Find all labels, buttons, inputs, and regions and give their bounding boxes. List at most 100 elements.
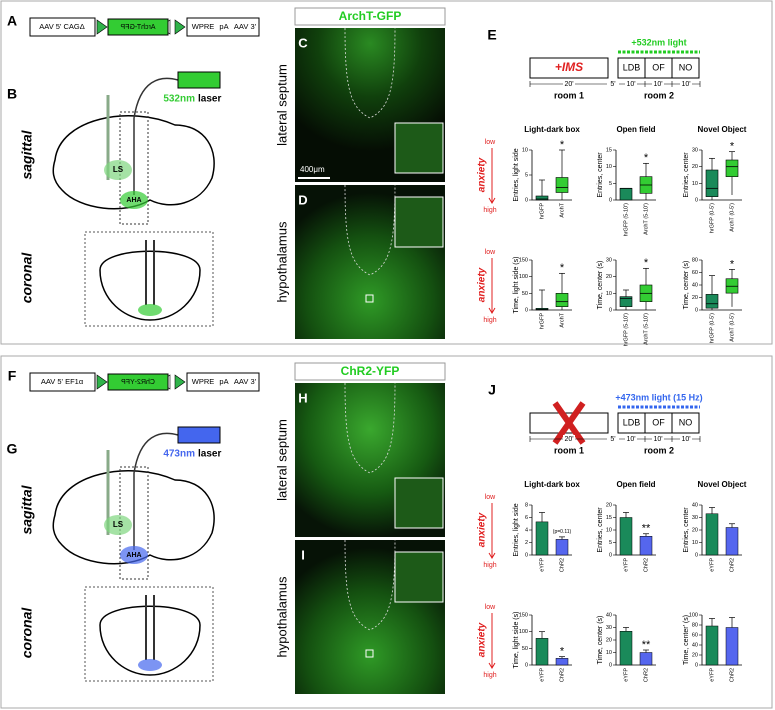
construct-box bbox=[29, 372, 96, 392]
test-label: OF bbox=[652, 62, 665, 72]
column-title: Novel Object bbox=[698, 125, 747, 134]
promoter: AAV 5' CAGΔ bbox=[39, 22, 84, 31]
bar bbox=[555, 539, 569, 556]
y-tick-label: 0 bbox=[609, 552, 612, 558]
ls-region bbox=[104, 160, 132, 180]
y-axis-label: Entries, center bbox=[683, 507, 690, 553]
x-tick-label: eYFP bbox=[539, 668, 545, 682]
y-tick-label: 10 bbox=[522, 147, 528, 153]
anxiety-label: anxiety bbox=[477, 267, 488, 302]
test-box bbox=[671, 57, 700, 79]
lox-site bbox=[174, 374, 186, 390]
y-tick-label: 10 bbox=[606, 650, 612, 656]
duration: 5' bbox=[610, 436, 615, 443]
y-axis-label: Time, light side (s) bbox=[513, 612, 520, 669]
y-tick-label: 20 bbox=[692, 295, 698, 301]
inset bbox=[394, 477, 444, 529]
y-tick-label: 0 bbox=[695, 552, 698, 558]
duration-bg bbox=[563, 435, 575, 443]
test-label: LDB bbox=[623, 417, 641, 427]
duration: 20' bbox=[564, 436, 573, 443]
test-box bbox=[671, 412, 700, 434]
y-tick-label: 10 bbox=[692, 540, 698, 546]
y-tick-label: 40 bbox=[692, 282, 698, 288]
pa: pA bbox=[219, 377, 228, 386]
x-tick-label: ArchT (0-5') bbox=[729, 313, 735, 342]
duration: 5' bbox=[610, 81, 615, 88]
anxiety-arrow bbox=[488, 613, 496, 669]
y-tick-label: 0 bbox=[525, 307, 528, 313]
construct-box bbox=[186, 372, 260, 392]
y-tick-label: 80 bbox=[692, 257, 698, 263]
y-tick-label: 60 bbox=[692, 270, 698, 276]
coronal-brain bbox=[99, 250, 201, 321]
gene: ChR2-YFP bbox=[121, 379, 155, 386]
histology-title: ArchT-GFP bbox=[339, 9, 402, 23]
x-tick-label: ArchT (0-5') bbox=[729, 203, 735, 232]
anxiety-low: low bbox=[485, 249, 496, 256]
anxiety-arrow bbox=[488, 503, 496, 559]
y-tick-label: 30 bbox=[606, 625, 612, 631]
y-tick-label: 60 bbox=[692, 632, 698, 638]
bar bbox=[619, 517, 633, 556]
construct-box bbox=[29, 17, 96, 37]
duration-bg bbox=[680, 80, 692, 88]
histology-title-box bbox=[294, 362, 446, 381]
inset bbox=[394, 122, 444, 174]
duration: 10' bbox=[653, 81, 662, 88]
light-label: +473nm light (15 Hz) bbox=[615, 392, 702, 402]
y-tick-label: 15 bbox=[606, 147, 612, 153]
x-tick-label: eYFP bbox=[709, 668, 715, 682]
duration-bg bbox=[680, 435, 692, 443]
aha-label: AHA bbox=[126, 552, 141, 559]
column-title: Open field bbox=[616, 480, 655, 489]
panel-frame bbox=[0, 355, 773, 709]
duration-bg bbox=[625, 435, 637, 443]
duration: 10' bbox=[681, 81, 690, 88]
anxiety-arrow bbox=[488, 148, 496, 204]
construct-box bbox=[186, 17, 260, 37]
bar bbox=[725, 627, 739, 666]
test-label: OF bbox=[652, 417, 665, 427]
significance: * bbox=[560, 646, 565, 658]
coronal-brain bbox=[99, 605, 201, 676]
y-tick-label: 20 bbox=[606, 274, 612, 280]
panel-letter: J bbox=[488, 382, 496, 398]
y-tick-label: 80 bbox=[692, 622, 698, 628]
panel-frame bbox=[0, 0, 773, 345]
box bbox=[725, 159, 739, 177]
gene-box bbox=[107, 373, 169, 391]
laser-wavelength: 532nm bbox=[163, 94, 195, 105]
anxiety-high: high bbox=[483, 672, 496, 679]
y-axis-label: Entries, center bbox=[597, 152, 604, 198]
y-tick-label: 5 bbox=[525, 172, 528, 178]
laser bbox=[177, 71, 221, 89]
inset-marker bbox=[365, 294, 374, 303]
duration: 10' bbox=[653, 436, 662, 443]
bar bbox=[535, 521, 549, 556]
y-tick-label: 20 bbox=[606, 637, 612, 643]
y-tick-label: 50 bbox=[522, 646, 528, 652]
y-tick-label: 150 bbox=[519, 612, 528, 618]
scale-bar-label: 400μm bbox=[300, 165, 325, 174]
bar bbox=[705, 625, 719, 666]
y-tick-label: 100 bbox=[519, 274, 528, 280]
x-tick-label: ChR2 bbox=[559, 558, 565, 572]
box bbox=[705, 294, 719, 309]
box bbox=[705, 169, 719, 197]
y-tick-label: 150 bbox=[519, 257, 528, 263]
coronal-target bbox=[138, 304, 162, 316]
box bbox=[619, 296, 633, 307]
inset-marker bbox=[365, 649, 374, 658]
y-tick-label: 30 bbox=[692, 515, 698, 521]
y-axis-label: Time, center (s) bbox=[597, 616, 604, 665]
y-tick-label: 20 bbox=[692, 527, 698, 533]
coronal-target bbox=[138, 659, 162, 671]
significance: (p=0.11) bbox=[553, 529, 572, 535]
y-tick-label: 6 bbox=[525, 515, 528, 521]
panel-letter: I bbox=[301, 547, 305, 562]
y-tick-label: 0 bbox=[525, 552, 528, 558]
y-tick-label: 100 bbox=[519, 629, 528, 635]
y-tick-label: 10 bbox=[606, 291, 612, 297]
panel-letter: E bbox=[487, 27, 496, 43]
